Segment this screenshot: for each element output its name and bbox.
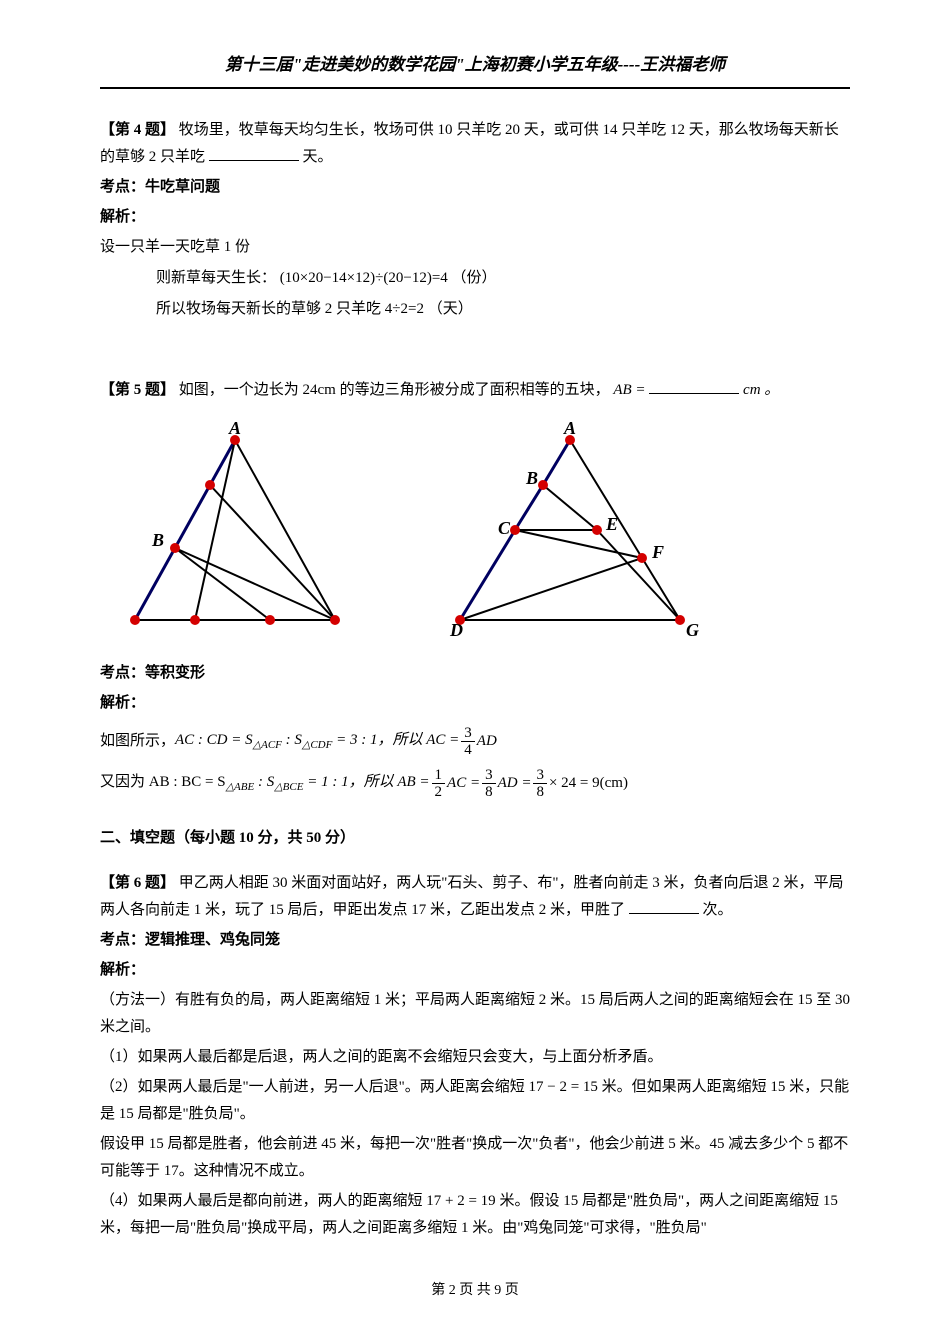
q4-topic: 牛吃草问题 bbox=[145, 179, 220, 195]
q5-text-c: cm 。 bbox=[743, 382, 779, 398]
page-header: 第十三届"走进美妙的数学花园"上海初赛小学五年级----王洪福老师 bbox=[100, 50, 850, 89]
q5-analysis-label: 解析： bbox=[100, 690, 850, 717]
problem-5: 【第 5 题】 如图，一个边长为 24cm 的等边三角形被分成了面积相等的五块，… bbox=[100, 377, 850, 801]
q6-text-b: 次。 bbox=[703, 902, 733, 918]
fig-left-A: A bbox=[228, 420, 241, 438]
q5-f21d: 2 bbox=[432, 784, 446, 801]
q6-p3b: 17 − 2 = 15 bbox=[529, 1079, 598, 1095]
q5-l1c: : S bbox=[282, 732, 302, 748]
q4-label: 【第 4 题】 bbox=[100, 122, 175, 138]
q6-analysis-label: 解析： bbox=[100, 957, 850, 984]
q5-topic: 等积变形 bbox=[145, 665, 205, 681]
fig-left-B: B bbox=[151, 530, 164, 550]
q5-l1e: AD bbox=[477, 728, 497, 755]
fig-right-A: A bbox=[563, 420, 576, 438]
fig-right-C: C bbox=[498, 518, 511, 538]
q5-l1a: 如图所示， bbox=[100, 728, 175, 755]
q5-f1d: 4 bbox=[461, 742, 475, 759]
q6-p1: （方法一）有胜有负的局，两人距离缩短 1 米；平局两人距离缩短 2 米。15 局… bbox=[100, 987, 850, 1041]
q5-math-line2: 又因为 AB : BC = S△ABE : S△BCE = 1 : 1，所以 A… bbox=[100, 767, 850, 801]
figure-left: A B bbox=[120, 420, 350, 640]
q6-p5a: （4）如果两人最后是都向前进，两人的距离缩短 bbox=[100, 1193, 423, 1209]
q5-text-ab: AB = bbox=[613, 382, 649, 398]
q4-blank bbox=[209, 146, 299, 161]
figure-right: A B C D E F G bbox=[430, 420, 710, 640]
q5-f1n: 3 bbox=[461, 725, 475, 743]
q5-l1s1: △ACF bbox=[253, 739, 282, 751]
q6-topic-label: 考点： bbox=[100, 932, 145, 948]
q6-p4: 假设甲 15 局都是胜者，他会前进 45 米，每把一次"胜者"换成一次"负者"，… bbox=[100, 1131, 850, 1185]
q5-f23n: 3 bbox=[533, 767, 547, 785]
fig-right-D: D bbox=[449, 620, 463, 640]
fig-right-E: E bbox=[605, 514, 618, 534]
fig-right-F: F bbox=[651, 542, 664, 562]
q4-line2a: 则新草每天生长： bbox=[156, 270, 276, 286]
q5-figures: A B bbox=[120, 420, 850, 640]
q4-line2b: (10×20−14×12)÷(20−12)=4 （份） bbox=[280, 270, 497, 286]
q5-label: 【第 5 题】 bbox=[100, 382, 175, 398]
q5-f21n: 1 bbox=[432, 767, 446, 785]
problem-4: 【第 4 题】 牧场里，牧草每天均匀生长，牧场可供 10 只羊吃 20 天，或可… bbox=[100, 117, 850, 323]
q5-l2s1: △ABE bbox=[226, 781, 255, 793]
q5-l1b: AC : CD = S bbox=[175, 732, 253, 748]
q6-blank bbox=[629, 899, 699, 914]
q4-line3a: 所以牧场每天新长的草够 2 只羊吃 bbox=[156, 301, 385, 317]
q5-l2e: AD = bbox=[498, 770, 532, 797]
q4-topic-label: 考点： bbox=[100, 179, 145, 195]
q5-l1d: = 3 : 1，所以 AC = bbox=[332, 732, 459, 748]
fig-right-B: B bbox=[525, 468, 538, 488]
q5-l2d: AC = bbox=[447, 770, 480, 797]
problem-6: 【第 6 题】 甲乙两人相距 30 米面对面站好，两人玩"石头、剪子、布"，胜者… bbox=[100, 870, 850, 1242]
q4-line1: 设一只羊一天吃草 1 份 bbox=[100, 234, 850, 261]
q6-p5b: 17 + 2 = 19 bbox=[426, 1193, 495, 1209]
q5-f23d: 8 bbox=[533, 784, 547, 801]
q5-l2c: = 1 : 1，所以 AB = bbox=[303, 774, 429, 790]
q6-p2: （1）如果两人最后都是后退，两人之间的距离不会缩短只会变大，与上面分析矛盾。 bbox=[100, 1044, 850, 1071]
q5-math-line1: 如图所示， AC : CD = S△ACF : S△CDF = 3 : 1，所以… bbox=[100, 725, 850, 759]
q5-blank bbox=[649, 379, 739, 394]
q6-label: 【第 6 题】 bbox=[100, 875, 175, 891]
q5-l2s2: △BCE bbox=[274, 781, 303, 793]
q4-analysis-label: 解析： bbox=[100, 204, 850, 231]
q4-text-b: 天。 bbox=[303, 149, 333, 165]
q5-l2f: × 24 = 9(cm) bbox=[549, 770, 628, 797]
q6-topic: 逻辑推理、鸡兔同笼 bbox=[145, 932, 280, 948]
q5-l1s2: △CDF bbox=[302, 739, 332, 751]
q4-line3b: 4÷2=2 （天） bbox=[385, 301, 473, 317]
q5-topic-label: 考点： bbox=[100, 665, 145, 681]
q5-text-a: 如图，一个边长为 24cm 的等边三角形被分成了面积相等的五块， bbox=[179, 382, 610, 398]
q6-p3a: （2）如果两人最后是"一人前进，另一人后退"。两人距离会缩短 bbox=[100, 1079, 525, 1095]
section-2-title: 二、填空题（每小题 10 分，共 50 分） bbox=[100, 825, 850, 852]
q5-l2a: 又因为 AB : BC = S bbox=[100, 774, 226, 790]
page-footer: 第 2 页 共 9 页 bbox=[100, 1278, 850, 1303]
q5-f22d: 8 bbox=[482, 784, 496, 801]
fig-right-G: G bbox=[686, 620, 699, 640]
q5-l2b: : S bbox=[254, 774, 274, 790]
q5-f22n: 3 bbox=[482, 767, 496, 785]
